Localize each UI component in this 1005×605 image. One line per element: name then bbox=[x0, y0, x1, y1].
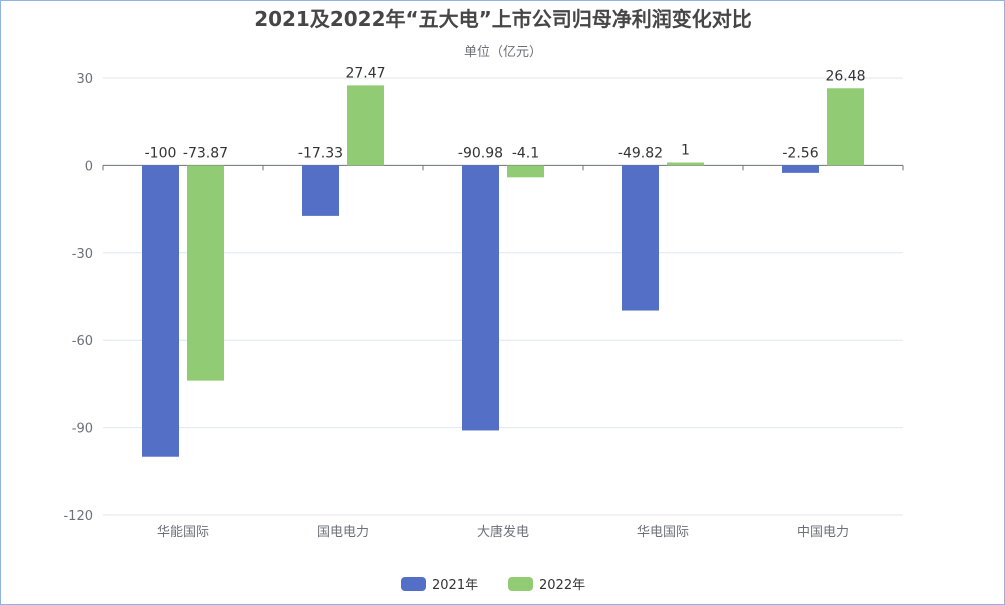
bar-series2[interactable] bbox=[347, 85, 384, 166]
data-label: -100 bbox=[145, 145, 177, 161]
chart-subtitle: 单位（亿元） bbox=[464, 45, 542, 60]
data-label: 27.47 bbox=[345, 65, 385, 81]
data-label: -49.82 bbox=[618, 145, 663, 161]
data-label: -17.33 bbox=[298, 145, 343, 161]
bars bbox=[142, 85, 864, 457]
bar-series2[interactable] bbox=[827, 88, 864, 166]
data-label: 26.48 bbox=[825, 68, 865, 84]
chart-title: 2021及2022年“五大电”上市公司归母净利润变化对比 bbox=[254, 7, 752, 31]
bar-series1[interactable] bbox=[462, 165, 499, 431]
y-tick-label: 0 bbox=[85, 159, 93, 174]
bar-series2[interactable] bbox=[667, 162, 704, 166]
data-label: -90.98 bbox=[458, 145, 503, 161]
data-label: -73.87 bbox=[183, 145, 228, 161]
bar-series2[interactable] bbox=[507, 165, 544, 178]
y-tick-label: -90 bbox=[72, 422, 93, 437]
legend-label[interactable]: 2022年 bbox=[539, 578, 585, 593]
data-label: -4.1 bbox=[512, 145, 539, 161]
data-labels: -100 -17.33 -90.98 -49.82 -2.56 -73.87 27.47 -4… bbox=[145, 65, 866, 161]
bar-series1[interactable] bbox=[142, 165, 179, 457]
y-tick-label: 30 bbox=[76, 72, 93, 87]
x-tick-label: 华电国际 bbox=[637, 525, 689, 540]
x-tick-label: 国电电力 bbox=[317, 525, 369, 540]
bar-series2[interactable] bbox=[187, 165, 224, 381]
bar-series1[interactable] bbox=[622, 165, 659, 311]
legend-swatch[interactable] bbox=[508, 577, 533, 591]
legend-label[interactable]: 2021年 bbox=[432, 578, 478, 593]
axes: 30 0 -30 -60 -90 -120 华能国际 国电电力 大唐发电 华电国际 中国电力 bbox=[63, 72, 904, 540]
y-tick-label: -120 bbox=[63, 509, 93, 524]
legend-swatch[interactable] bbox=[401, 577, 426, 591]
x-tick-label: 华能国际 bbox=[157, 525, 209, 540]
legend[interactable]: 2021年 2022年 bbox=[401, 577, 585, 593]
x-tick-label: 中国电力 bbox=[797, 525, 849, 540]
bar-series1[interactable] bbox=[302, 165, 339, 216]
bar-series1[interactable] bbox=[782, 165, 819, 173]
data-label: 1 bbox=[681, 142, 690, 158]
y-tick-label: -30 bbox=[72, 247, 93, 262]
y-tick-label: -60 bbox=[72, 334, 93, 349]
data-label: -2.56 bbox=[782, 145, 818, 161]
x-tick-label: 大唐发电 bbox=[477, 524, 529, 540]
grid-lines bbox=[103, 77, 903, 516]
